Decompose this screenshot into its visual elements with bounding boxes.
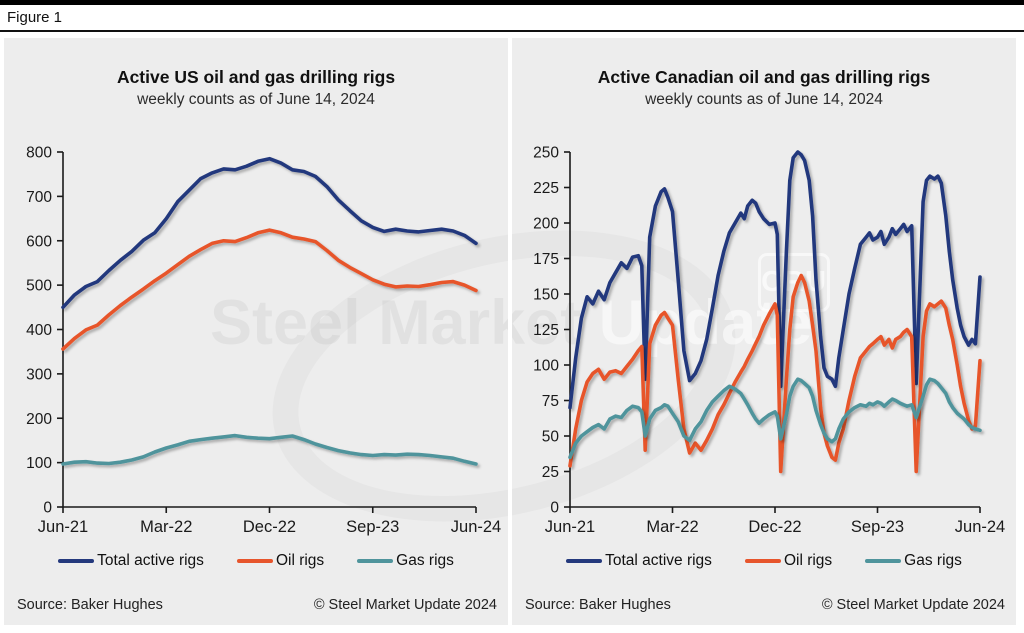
x-tick-label: Mar-22 [646,518,698,536]
y-tick-label: 800 [26,145,52,162]
series-line-gas-rigs [61,433,478,466]
y-tick-label: 75 [542,393,559,410]
y-tick-label: 100 [26,455,52,472]
source-note: Source: Baker Hughes [17,597,163,613]
y-tick-label: 25 [542,464,559,481]
y-tick-label: 50 [542,429,560,446]
legend-label: Oil rigs [275,552,325,569]
canada-chart-plot: 0 25 50 75 100 125 150 175 200 225 250 Jun-21 Mar-22… [533,145,1005,537]
legend-label: Oil rigs [783,552,833,569]
x-tick-label: Dec-22 [748,518,801,536]
y-tick-label: 300 [26,366,52,383]
y-tick-label: 150 [533,287,559,304]
legend-label: Gas rigs [904,552,962,569]
us-chart-footer: Source: Baker Hughes © Steel Market Upda… [17,597,497,613]
legend-label: Total active rigs [97,552,204,569]
y-tick-label: 125 [533,322,559,339]
source-note: Source: Baker Hughes [525,597,671,613]
legend-swatch [865,558,902,564]
us-chart-panel: Active US oil and gas drilling rigs week… [4,38,508,625]
copyright-note: © Steel Market Update 2024 [821,597,1005,613]
canada-chart-subtitle: weekly counts as of June 14, 2024 [645,91,883,108]
y-tick-label: 225 [533,180,559,197]
legend-label: Gas rigs [396,552,454,569]
legend-swatch [236,558,273,564]
x-tick-label: Jun-21 [545,518,595,536]
copyright-note: © Steel Market Update 2024 [313,597,497,613]
series-line-oil-rigs [568,273,982,474]
top-black-bar [0,0,1024,5]
canada-chart-panel: Active Canadian oil and gas drilling rig… [512,38,1016,625]
y-tick-label: 700 [26,189,52,206]
series-line-total-active-rigs [61,156,478,310]
y-tick-label: 250 [533,145,559,162]
figure-label: Figure 1 [7,9,63,26]
x-tick-label: Sep-23 [346,518,399,536]
legend-item-total-active-rigs: Total active rigs [566,552,712,570]
legend-swatch [357,558,394,564]
watermark-part1: Steel Market [210,288,599,358]
legend-item-oil-rigs: Oil rigs [744,552,833,570]
legend-swatch [566,558,603,564]
legend-item-total-active-rigs: Total active rigs [58,552,204,570]
y-tick-label: 0 [43,500,52,517]
y-tick-label: 175 [533,251,559,268]
us-chart-subtitle: weekly counts as of June 14, 2024 [137,91,375,108]
x-tick-label: Dec-22 [243,518,296,536]
us-chart-plot: 0 100 200 300 400 500 600 700 800 Jun-21 Mar-22 Dec… [26,145,501,537]
legend-swatch [58,558,95,564]
canada-chart-footer: Source: Baker Hughes © Steel Market Upda… [525,597,1005,613]
x-tick-label: Jun-24 [955,518,1005,536]
y-tick-label: 0 [550,500,559,517]
series-line-gas-rigs [568,377,982,460]
legend-item-oil-rigs: Oil rigs [236,552,325,570]
y-tick-label: 500 [26,278,52,295]
legend-item-gas-rigs: Gas rigs [865,552,962,570]
us-chart-title: Active US oil and gas drilling rigs [116,67,396,87]
x-tick-label: Sep-23 [851,518,904,536]
canada-chart-legend: Total active rigs Oil rigs Gas rigs [512,552,1016,570]
legend-label: Total active rigs [605,552,712,569]
legend-swatch [744,558,781,564]
x-tick-label: Jun-24 [451,518,501,536]
y-tick-label: 200 [533,216,559,233]
x-tick-label: Jun-21 [38,518,88,536]
series-line-total-active-rigs [568,150,982,410]
x-tick-label: Mar-22 [140,518,192,536]
y-tick-label: 400 [26,322,52,339]
figure-rule [0,30,1024,32]
us-chart-legend: Total active rigs Oil rigs Gas rigs [4,552,508,570]
legend-item-gas-rigs: Gas rigs [357,552,454,570]
y-tick-label: 100 [533,358,559,375]
y-tick-label: 600 [26,233,52,250]
panel-divider [508,38,512,625]
series-line-oil-rigs [61,228,478,351]
y-tick-label: 200 [26,411,52,428]
canada-chart-title: Active Canadian oil and gas drilling rig… [597,67,931,87]
